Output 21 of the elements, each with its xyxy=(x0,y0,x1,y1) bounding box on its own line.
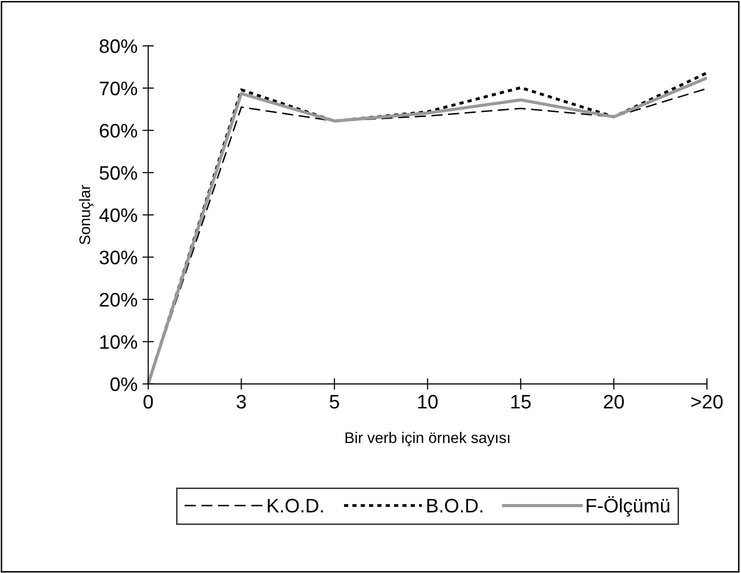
legend-label: B.O.D. xyxy=(427,498,482,513)
x-axis-title: Bir verb için örnek sayısı xyxy=(346,432,510,446)
x-tick-label: 3 xyxy=(236,394,246,409)
y-tick-label: 50% xyxy=(100,166,138,180)
x-tick-label: 15 xyxy=(511,395,531,409)
legend-label: K.O.D. xyxy=(268,498,323,513)
x-tick-label: 0 xyxy=(144,394,153,409)
x-tick-label: >20 xyxy=(691,394,723,409)
x-tick-label: 20 xyxy=(604,394,624,409)
legend-label: F-Ölçümü xyxy=(586,496,670,516)
y-tick-label: 30% xyxy=(100,250,138,264)
x-tick-label: 5 xyxy=(330,395,340,409)
y-tick-label: 60% xyxy=(100,124,138,138)
y-tick-label: 20% xyxy=(100,292,138,307)
y-tick-label: 40% xyxy=(99,208,138,222)
y-tick-label: 80% xyxy=(100,39,138,54)
y-tick-label: 70% xyxy=(100,82,138,96)
y-tick-label: 10% xyxy=(100,335,138,349)
y-axis-title: Sonuçlar xyxy=(79,184,94,244)
x-tick-label: 10 xyxy=(418,394,438,409)
y-tick-label: 0% xyxy=(110,377,138,392)
